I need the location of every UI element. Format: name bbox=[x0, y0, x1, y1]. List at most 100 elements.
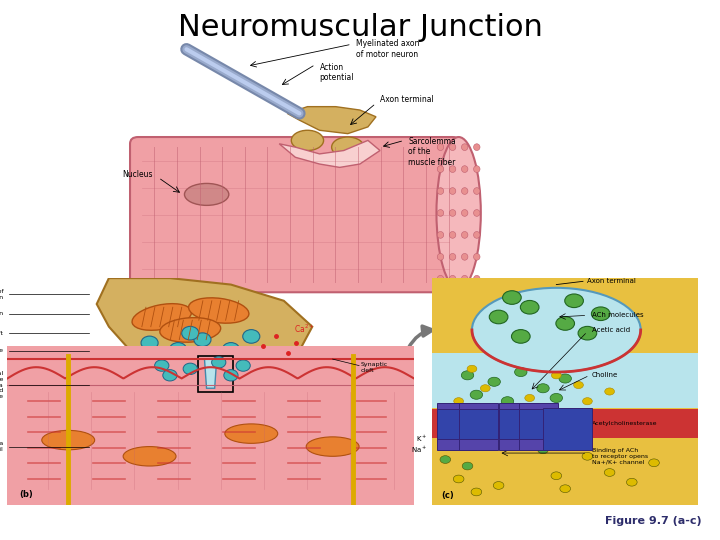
Ellipse shape bbox=[462, 371, 474, 380]
Ellipse shape bbox=[437, 232, 444, 238]
Text: K$^+$: K$^+$ bbox=[416, 433, 428, 444]
FancyBboxPatch shape bbox=[419, 353, 711, 434]
Ellipse shape bbox=[462, 187, 468, 194]
Ellipse shape bbox=[474, 210, 480, 217]
FancyBboxPatch shape bbox=[0, 375, 426, 515]
FancyBboxPatch shape bbox=[437, 403, 476, 450]
Ellipse shape bbox=[437, 144, 444, 151]
Ellipse shape bbox=[163, 369, 177, 381]
Ellipse shape bbox=[559, 374, 572, 383]
Ellipse shape bbox=[132, 303, 192, 330]
Ellipse shape bbox=[449, 253, 456, 260]
Ellipse shape bbox=[560, 410, 570, 418]
Ellipse shape bbox=[626, 478, 637, 486]
Text: Acetic acid: Acetic acid bbox=[592, 327, 630, 333]
Ellipse shape bbox=[515, 368, 527, 376]
Ellipse shape bbox=[474, 144, 480, 151]
Ellipse shape bbox=[537, 384, 549, 393]
Ellipse shape bbox=[649, 459, 660, 467]
Ellipse shape bbox=[556, 316, 575, 330]
Ellipse shape bbox=[449, 187, 456, 194]
Text: Sarcolemma
of the
muscle fiber: Sarcolemma of the muscle fiber bbox=[408, 137, 456, 167]
Ellipse shape bbox=[123, 447, 176, 466]
Ellipse shape bbox=[212, 357, 226, 368]
Ellipse shape bbox=[437, 275, 444, 282]
Text: Acetylcholinesterase: Acetylcholinesterase bbox=[592, 421, 657, 427]
Ellipse shape bbox=[224, 369, 238, 381]
Ellipse shape bbox=[153, 349, 171, 363]
Text: Synaptic
cleft: Synaptic cleft bbox=[361, 362, 388, 373]
Ellipse shape bbox=[449, 232, 456, 238]
Text: Binding of ACh
to receptor opens
Na+/K+ channel: Binding of ACh to receptor opens Na+/K+ … bbox=[592, 448, 648, 464]
Ellipse shape bbox=[454, 475, 464, 483]
Ellipse shape bbox=[462, 210, 468, 217]
FancyBboxPatch shape bbox=[0, 346, 426, 398]
FancyBboxPatch shape bbox=[519, 403, 558, 450]
Text: T tubule: T tubule bbox=[0, 348, 3, 354]
Ellipse shape bbox=[591, 307, 610, 321]
Ellipse shape bbox=[454, 397, 464, 405]
Ellipse shape bbox=[436, 137, 481, 289]
Ellipse shape bbox=[243, 329, 260, 343]
Polygon shape bbox=[96, 278, 312, 362]
Ellipse shape bbox=[440, 456, 451, 463]
Ellipse shape bbox=[503, 291, 521, 305]
Ellipse shape bbox=[141, 336, 158, 350]
Ellipse shape bbox=[471, 488, 482, 496]
Ellipse shape bbox=[332, 137, 364, 157]
Text: Mitochondrion: Mitochondrion bbox=[0, 311, 3, 316]
Ellipse shape bbox=[474, 166, 480, 172]
Text: ACh molecules: ACh molecules bbox=[592, 312, 644, 319]
Text: Action
potential: Action potential bbox=[320, 63, 354, 82]
Text: Choline: Choline bbox=[592, 372, 618, 379]
Text: (b): (b) bbox=[19, 490, 33, 499]
FancyBboxPatch shape bbox=[459, 403, 498, 450]
Ellipse shape bbox=[169, 342, 186, 356]
Ellipse shape bbox=[449, 166, 456, 172]
Text: Junctional
folds of the
sarcolemma
at motor end
plate: Junctional folds of the sarcolemma at mo… bbox=[0, 371, 3, 399]
Ellipse shape bbox=[222, 342, 240, 356]
Ellipse shape bbox=[521, 300, 539, 314]
Ellipse shape bbox=[474, 275, 480, 282]
FancyBboxPatch shape bbox=[499, 403, 538, 450]
Bar bbox=[199, 356, 233, 392]
Text: Axonal terminal of
a motor neuron: Axonal terminal of a motor neuron bbox=[0, 289, 3, 300]
FancyBboxPatch shape bbox=[130, 137, 461, 292]
Ellipse shape bbox=[462, 144, 468, 151]
Ellipse shape bbox=[462, 462, 473, 470]
Polygon shape bbox=[287, 106, 376, 133]
Text: Ca$^{2+}$: Ca$^{2+}$ bbox=[294, 323, 315, 335]
Ellipse shape bbox=[511, 329, 530, 343]
Ellipse shape bbox=[437, 253, 444, 260]
Ellipse shape bbox=[181, 326, 199, 340]
Text: Neuromuscular Junction: Neuromuscular Junction bbox=[178, 14, 542, 43]
Ellipse shape bbox=[488, 377, 500, 386]
Ellipse shape bbox=[480, 384, 490, 392]
Ellipse shape bbox=[202, 349, 219, 363]
Ellipse shape bbox=[604, 469, 615, 476]
Ellipse shape bbox=[292, 130, 323, 151]
Ellipse shape bbox=[184, 184, 229, 205]
Polygon shape bbox=[279, 140, 380, 167]
Ellipse shape bbox=[501, 397, 513, 406]
Ellipse shape bbox=[194, 333, 211, 347]
FancyBboxPatch shape bbox=[499, 409, 538, 440]
Ellipse shape bbox=[490, 310, 508, 324]
Text: Na$^+$: Na$^+$ bbox=[411, 444, 428, 455]
Ellipse shape bbox=[472, 288, 641, 372]
Ellipse shape bbox=[183, 363, 197, 375]
Text: Figure 9.7 (a-c): Figure 9.7 (a-c) bbox=[606, 516, 702, 526]
Ellipse shape bbox=[449, 144, 456, 151]
Ellipse shape bbox=[480, 436, 490, 444]
Ellipse shape bbox=[160, 318, 221, 342]
FancyBboxPatch shape bbox=[543, 408, 592, 450]
Ellipse shape bbox=[538, 446, 549, 454]
Ellipse shape bbox=[507, 440, 517, 447]
Text: Axon terminal: Axon terminal bbox=[588, 278, 636, 284]
Ellipse shape bbox=[306, 437, 359, 456]
Ellipse shape bbox=[582, 453, 593, 460]
Ellipse shape bbox=[437, 210, 444, 217]
Ellipse shape bbox=[462, 275, 468, 282]
Ellipse shape bbox=[574, 381, 583, 389]
Ellipse shape bbox=[449, 275, 456, 282]
